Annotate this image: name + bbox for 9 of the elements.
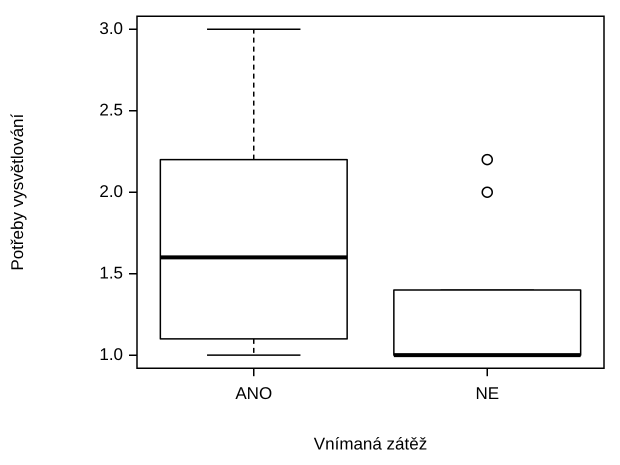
x-tick-label: NE — [475, 384, 500, 404]
y-tick-label: 3.0 — [99, 18, 123, 38]
y-axis-title: Potřeby vysvětlování — [8, 114, 27, 271]
x-tick-label: ANO — [235, 384, 272, 404]
y-tick-label: 2.5 — [99, 100, 123, 120]
y-tick-label: 1.5 — [99, 263, 123, 282]
x-axis-title: Vnímaná zátěž — [314, 434, 428, 454]
y-tick-label: 2.0 — [99, 182, 123, 201]
y-tick-label: 1.0 — [99, 344, 123, 364]
